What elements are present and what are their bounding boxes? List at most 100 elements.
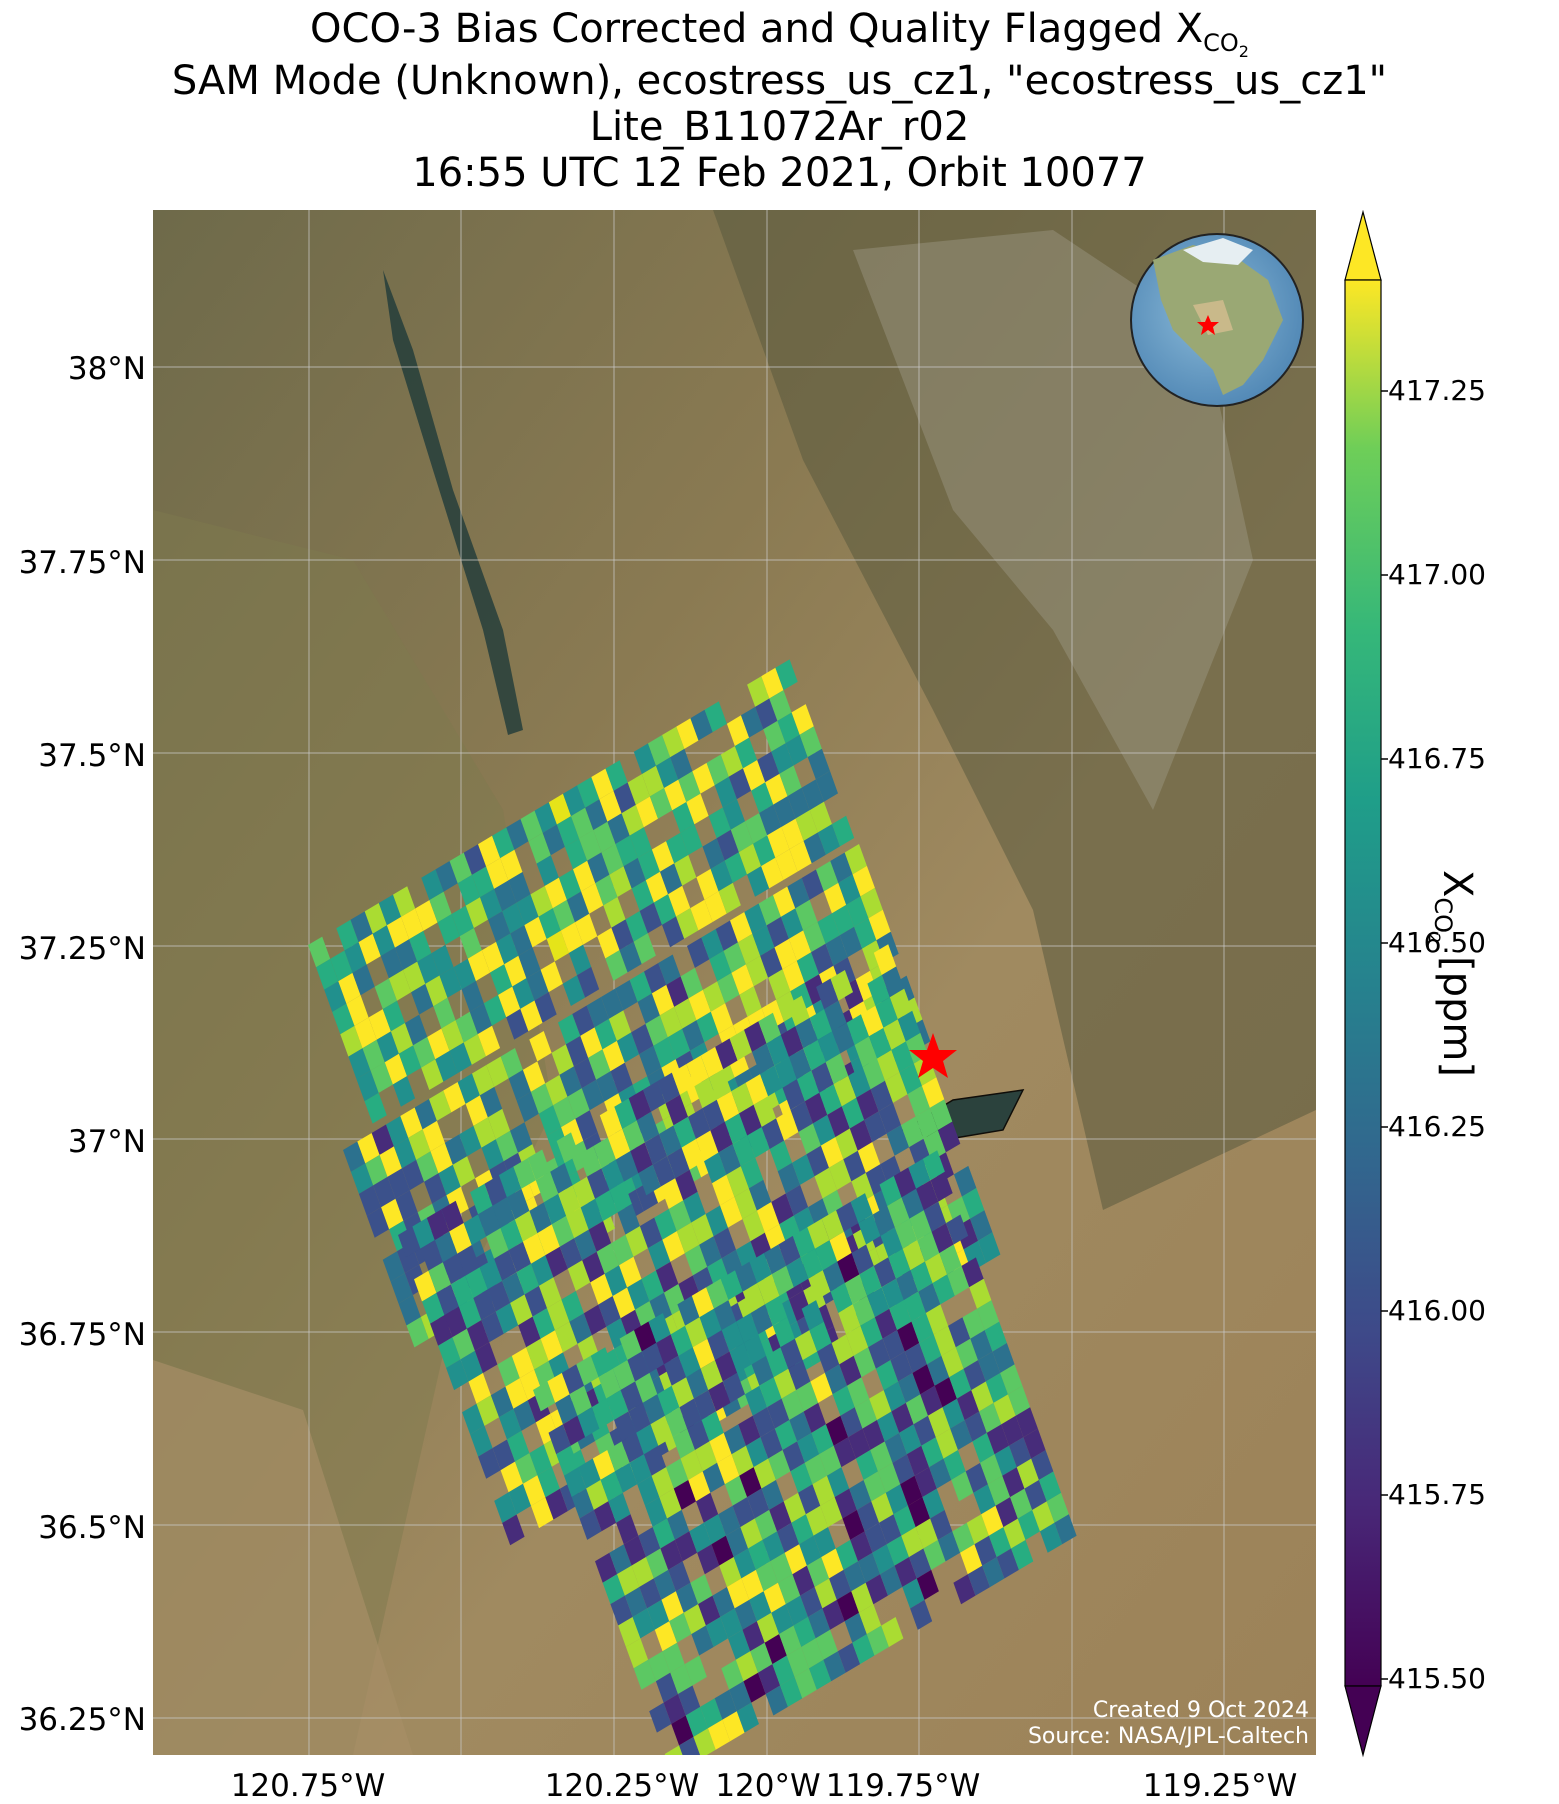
xco2-sounding bbox=[1024, 1480, 1047, 1510]
xco2-sounding bbox=[691, 1625, 714, 1656]
xco2-sounding bbox=[852, 1634, 875, 1665]
xco2-sounding bbox=[400, 1107, 423, 1138]
xco2-sounding bbox=[520, 1000, 543, 1032]
xco2-sounding bbox=[800, 1248, 823, 1279]
xco2-sounding bbox=[956, 1390, 980, 1421]
xco2-sounding bbox=[794, 1330, 818, 1361]
xco2-sounding bbox=[683, 1191, 706, 1223]
xco2-sounding bbox=[953, 1574, 976, 1605]
xco2-sounding bbox=[545, 1246, 568, 1278]
xco2-sounding bbox=[774, 1420, 798, 1450]
xco2-sounding bbox=[392, 1076, 416, 1107]
xco2-sounding bbox=[595, 874, 618, 906]
xco2-sounding bbox=[984, 1321, 1007, 1352]
colorbar-label: XCO2 [ppm] bbox=[1425, 870, 1480, 1077]
xco2-sounding bbox=[702, 1462, 725, 1493]
xco2-sounding bbox=[719, 1557, 742, 1587]
xco2-sounding bbox=[930, 1171, 953, 1202]
xco2-sounding bbox=[675, 1582, 699, 1613]
xco2-sounding bbox=[510, 1122, 533, 1153]
xco2-sounding bbox=[569, 1385, 592, 1416]
xco2-sounding bbox=[808, 1608, 831, 1639]
xco2-sounding bbox=[816, 978, 839, 1010]
xco2-sounding bbox=[566, 1207, 589, 1239]
xco2-sounding bbox=[671, 1064, 695, 1095]
xco2-sounding bbox=[637, 993, 660, 1024]
xco2-sounding bbox=[880, 1227, 903, 1258]
xco2-sounding bbox=[648, 1651, 671, 1682]
xco2-sounding bbox=[595, 1552, 618, 1583]
xco2-sounding bbox=[981, 1505, 1004, 1536]
xco2-sounding bbox=[518, 1316, 541, 1348]
xco2-sounding bbox=[839, 1355, 862, 1386]
xco2-sounding bbox=[429, 1090, 452, 1121]
xco2-sounding bbox=[790, 1101, 813, 1132]
xco2-sounding bbox=[670, 1664, 693, 1694]
xco2-sounding bbox=[680, 967, 703, 999]
xco2-sounding bbox=[559, 1238, 583, 1269]
xco2-sounding bbox=[581, 883, 604, 914]
xco2-sounding bbox=[462, 1403, 485, 1435]
xco2-sounding bbox=[694, 1077, 717, 1109]
xco2-sounding bbox=[358, 1185, 382, 1216]
xco2-sounding bbox=[508, 1483, 531, 1515]
xco2-sounding bbox=[916, 1180, 939, 1211]
xco2-sounding bbox=[649, 1292, 672, 1324]
xco2-sounding bbox=[613, 782, 636, 814]
xco2-sounding bbox=[518, 947, 541, 979]
xco2-sounding bbox=[504, 955, 527, 987]
lon-label-120-75: 120.75°W bbox=[230, 1768, 386, 1804]
xco2-sounding bbox=[738, 1415, 761, 1446]
xco2-sounding bbox=[506, 1188, 530, 1220]
xco2-sounding bbox=[609, 866, 632, 897]
xco2-sounding bbox=[731, 964, 754, 995]
xco2-sounding bbox=[438, 1337, 461, 1368]
xco2-sounding bbox=[660, 1539, 683, 1570]
xco2-sounding bbox=[615, 980, 638, 1011]
xco2-sounding bbox=[953, 1165, 977, 1197]
xco2-sounding bbox=[909, 1210, 932, 1241]
xco2-sounding bbox=[398, 1226, 421, 1258]
xco2-sounding bbox=[743, 760, 766, 791]
xco2-sounding bbox=[756, 1202, 780, 1233]
title-line-4: 16:55 UTC 12 Feb 2021, Orbit 10077 bbox=[412, 150, 1147, 196]
xco2-sounding bbox=[889, 988, 913, 1020]
sierra-nevada-terrain bbox=[713, 210, 1316, 1210]
xco2-sounding bbox=[641, 765, 665, 797]
xco2-sounding bbox=[639, 1045, 662, 1077]
xco2-sounding bbox=[911, 1313, 934, 1343]
xco2-sounding bbox=[811, 1062, 834, 1093]
xco2-sounding bbox=[710, 1003, 734, 1034]
xco2-sounding bbox=[537, 1224, 560, 1256]
xco2-sounding bbox=[620, 1381, 643, 1412]
colorbar-tick-415-75: 415.75 bbox=[1388, 1478, 1486, 1511]
xco2-sounding bbox=[434, 1231, 458, 1263]
xco2-sounding bbox=[702, 981, 726, 1012]
xco2-sounding bbox=[472, 1065, 495, 1096]
xco2-sounding bbox=[729, 1029, 752, 1061]
xco2-sounding bbox=[444, 1134, 468, 1165]
xco2-sounding bbox=[617, 1565, 640, 1596]
xco2-sounding bbox=[874, 1308, 898, 1339]
credit-source: Source: NASA/JPL-Caltech bbox=[1027, 1724, 1309, 1749]
xco2-sounding bbox=[817, 913, 840, 944]
xco2-sounding bbox=[580, 1198, 604, 1230]
xco2-sounding bbox=[651, 984, 675, 1016]
xco2-sounding bbox=[427, 1028, 450, 1060]
xco2-sounding bbox=[674, 998, 697, 1029]
xco2-sounding bbox=[647, 1239, 671, 1271]
xco2-sounding bbox=[883, 1381, 906, 1412]
xco2-sounding bbox=[894, 1557, 917, 1587]
colorbar-tick-417-25: 417.25 bbox=[1388, 374, 1486, 407]
xco2-sounding bbox=[621, 1432, 644, 1463]
xco2-sounding bbox=[819, 1084, 842, 1115]
xco2-sounding bbox=[799, 726, 822, 758]
xco2-sounding bbox=[490, 1386, 514, 1418]
xco2-sounding bbox=[348, 1048, 371, 1079]
xco2-sounding bbox=[350, 911, 373, 943]
xco2-sounding bbox=[412, 1217, 435, 1249]
xco2-sounding bbox=[523, 1233, 546, 1264]
xco2-sounding bbox=[854, 918, 877, 949]
xco2-sounding bbox=[757, 751, 780, 783]
xco2-sounding bbox=[700, 1698, 723, 1729]
